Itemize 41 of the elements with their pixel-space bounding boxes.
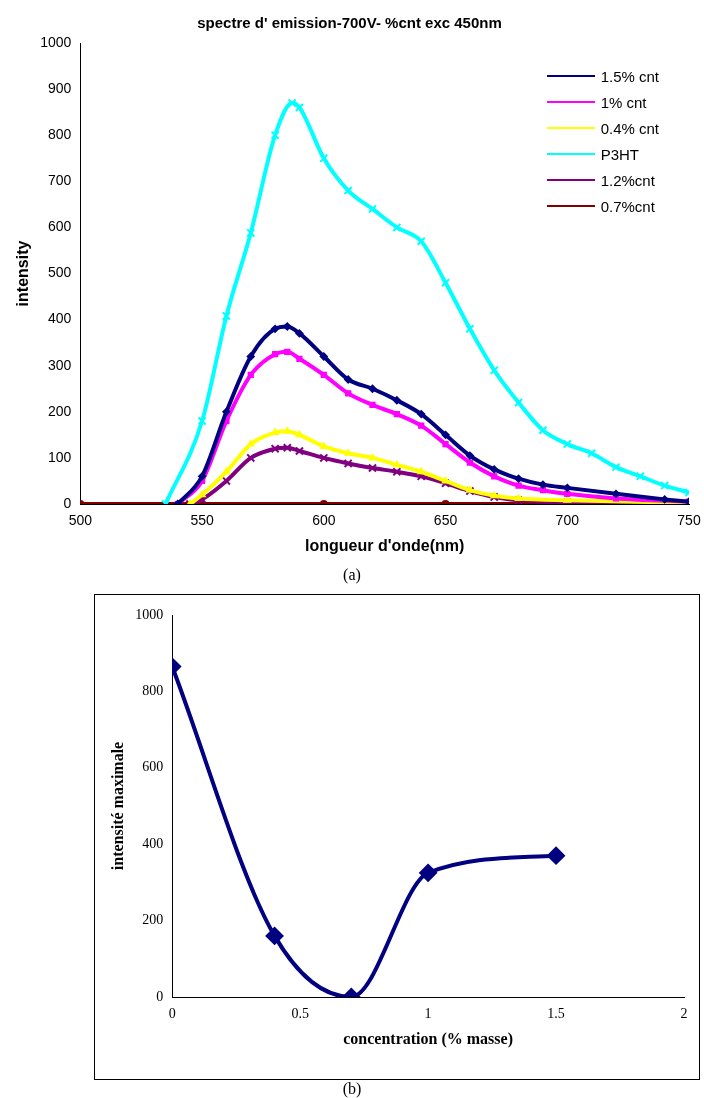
text: (a): [342, 566, 362, 584]
y-tick-label: 1000: [40, 33, 72, 50]
legend-label: 0.7%cnt: [600, 197, 655, 215]
x-tick-label: 2: [680, 1006, 688, 1022]
y-tick-label: 400: [142, 835, 164, 851]
text: (b): [341, 1080, 363, 1098]
y-tick-label: 700: [47, 172, 72, 189]
legend-label: 1.5% cnt: [600, 67, 659, 85]
y-tick-label: 400: [47, 310, 72, 327]
x-tick-label: 0.5: [291, 1006, 309, 1022]
x-tick-label: 0: [168, 1006, 176, 1022]
y-tick-label: 900: [47, 79, 72, 96]
x-axis-title: concentration (% masse): [343, 1029, 513, 1048]
y-tick-label: 100: [47, 448, 72, 465]
x-tick-label: 600: [312, 512, 336, 529]
y-tick-label: 200: [142, 912, 164, 928]
y-axis-title: intensity: [14, 240, 32, 307]
y-tick-label: 600: [142, 759, 164, 775]
y-tick-label: 500: [47, 264, 72, 281]
x-tick-label: 650: [433, 512, 458, 529]
legend-label: P3HT: [600, 145, 639, 163]
x-tick-label: 1.5: [547, 1006, 565, 1022]
y-tick-label: 300: [47, 356, 72, 373]
legend-label: 1.2%cnt: [600, 171, 655, 189]
x-tick-label: 550: [190, 512, 214, 529]
y-axis-title: intensité maximale: [108, 741, 126, 871]
y-tick-label: 800: [142, 683, 164, 699]
x-tick-label: 1: [424, 1006, 432, 1022]
chart-title: spectre d' emission-700V- %cnt exc 450nm: [197, 14, 502, 32]
y-tick-label: 600: [47, 218, 72, 235]
y-tick-label: 200: [47, 402, 72, 419]
y-tick-label: 0: [156, 988, 164, 1004]
x-tick-label: 500: [68, 512, 93, 529]
x-tick-label: 700: [555, 512, 580, 529]
y-tick-label: 1000: [135, 606, 164, 622]
y-tick-label: 800: [47, 126, 72, 143]
legend-label: 0.4% cnt: [600, 119, 659, 137]
y-tick-label: 0: [63, 494, 72, 511]
legend-label: 1% cnt: [600, 93, 647, 111]
x-tick-label: 750: [677, 512, 701, 529]
x-axis-title: longueur d'onde(nm): [305, 536, 465, 554]
